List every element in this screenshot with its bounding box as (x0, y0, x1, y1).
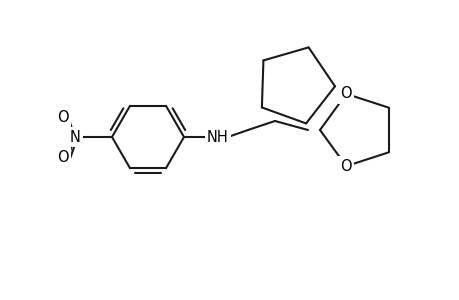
Text: N: N (69, 130, 80, 145)
Text: O: O (57, 149, 69, 164)
Text: NH: NH (207, 130, 229, 145)
Text: O: O (340, 159, 351, 174)
Text: O: O (57, 110, 69, 124)
Text: O: O (340, 86, 351, 101)
